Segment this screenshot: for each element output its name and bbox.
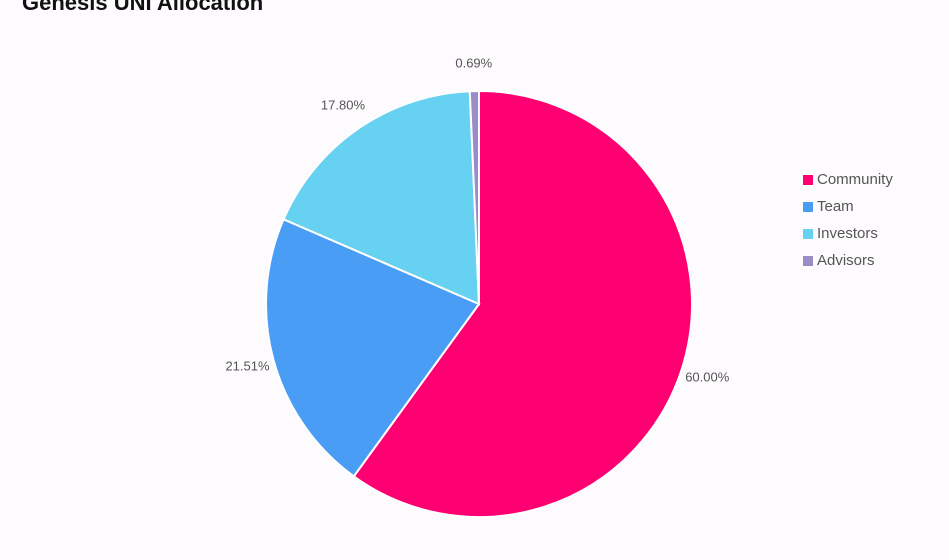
- slice-label: 60.00%: [685, 370, 730, 385]
- slice-label: 17.80%: [321, 98, 366, 113]
- legend-label: Investors: [817, 225, 878, 242]
- pie-slice: [468, 89, 480, 305]
- legend-label: Team: [817, 198, 854, 215]
- pie-slice: [265, 217, 481, 478]
- legend-swatch: [803, 256, 813, 266]
- chart-title: Genesis UNI Allocation: [22, 0, 263, 15]
- pie-slice: [282, 90, 481, 306]
- legend-label: Advisors: [817, 252, 875, 269]
- legend-swatch: [803, 175, 813, 185]
- slice-label: 0.69%: [455, 55, 492, 70]
- legend-swatch: [803, 202, 813, 212]
- slice-label: 21.51%: [225, 359, 270, 374]
- pie-slice: [352, 89, 693, 518]
- legend-swatch: [803, 229, 813, 239]
- legend-label: Community: [817, 171, 893, 188]
